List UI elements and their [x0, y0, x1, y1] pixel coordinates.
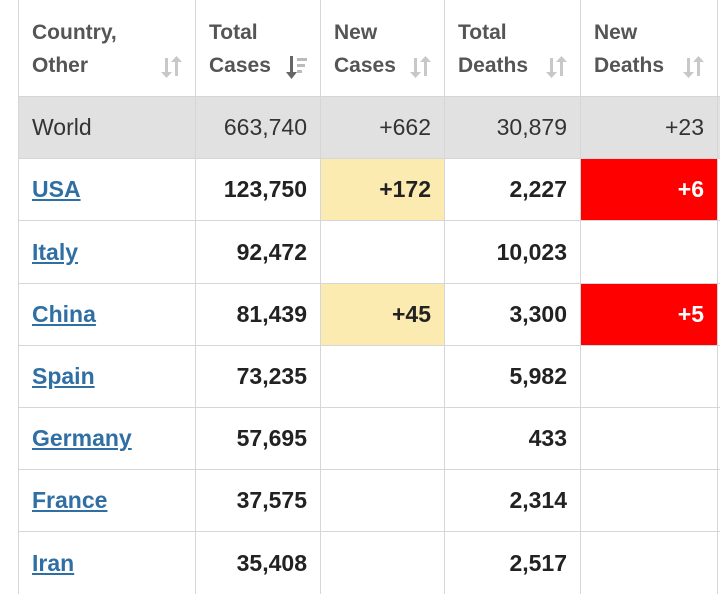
header-total-cases[interactable]: Total Cases: [196, 0, 321, 96]
new-cases: [321, 532, 445, 594]
new-deaths: [581, 221, 718, 283]
header-total-deaths[interactable]: Total Deaths: [445, 0, 581, 96]
total-deaths: 433: [445, 408, 581, 469]
total-cases: 73,235: [196, 346, 321, 407]
world-new-cases: +662: [321, 97, 445, 158]
table-row: Spain 73,235 5,982: [18, 346, 720, 408]
country-link[interactable]: China: [32, 301, 96, 327]
sort-icon[interactable]: [683, 54, 705, 80]
table-row: Italy 92,472 10,023: [18, 221, 720, 284]
country-link[interactable]: USA: [32, 176, 81, 202]
new-cases: [321, 221, 445, 283]
new-deaths: [581, 470, 718, 531]
total-deaths: 2,517: [445, 532, 581, 594]
sort-icon[interactable]: [410, 54, 432, 80]
world-total-cases: 663,740: [196, 97, 321, 158]
new-cases: +45: [321, 284, 445, 345]
world-country: World: [18, 97, 196, 158]
new-deaths: [581, 408, 718, 469]
world-row: World 663,740 +662 30,879 +23: [18, 97, 720, 159]
country-link[interactable]: Spain: [32, 363, 95, 389]
country-link[interactable]: France: [32, 487, 108, 513]
country-link[interactable]: Italy: [32, 238, 79, 265]
new-deaths: [581, 346, 718, 407]
table-row: USA 123,750 +172 2,227 +6: [18, 159, 720, 221]
total-deaths: 10,023: [445, 221, 581, 283]
header-new-cases[interactable]: New Cases: [321, 0, 445, 96]
total-deaths: 2,227: [445, 159, 581, 220]
total-cases: 81,439: [196, 284, 321, 345]
table-row: France 37,575 2,314: [18, 470, 720, 532]
new-deaths: +5: [581, 284, 718, 345]
world-new-deaths: +23: [581, 97, 718, 158]
new-deaths: +6: [581, 159, 718, 220]
table-row: Iran 35,408 2,517: [18, 532, 720, 594]
sort-icon[interactable]: [546, 54, 568, 80]
new-cases: [321, 408, 445, 469]
table-header: Country, Other Total Cases New Cases: [18, 0, 720, 97]
header-new-deaths[interactable]: New Deaths: [581, 0, 718, 96]
total-deaths: 3,300: [445, 284, 581, 345]
new-cases: +172: [321, 159, 445, 220]
country-link[interactable]: Germany: [32, 425, 132, 451]
new-cases: [321, 470, 445, 531]
sort-desc-icon[interactable]: [286, 54, 308, 80]
total-deaths: 2,314: [445, 470, 581, 531]
total-cases: 92,472: [196, 221, 321, 283]
total-cases: 57,695: [196, 408, 321, 469]
country-link[interactable]: Iran: [32, 549, 75, 576]
sort-icon[interactable]: [161, 54, 183, 80]
header-country[interactable]: Country, Other: [18, 0, 196, 96]
table-row: Germany 57,695 433: [18, 408, 720, 470]
world-total-deaths: 30,879: [445, 97, 581, 158]
total-cases: 123,750: [196, 159, 321, 220]
total-deaths: 5,982: [445, 346, 581, 407]
total-cases: 35,408: [196, 532, 321, 594]
total-cases: 37,575: [196, 470, 321, 531]
table-row: China 81,439 +45 3,300 +5: [18, 284, 720, 346]
new-deaths: [581, 532, 718, 594]
new-cases: [321, 346, 445, 407]
